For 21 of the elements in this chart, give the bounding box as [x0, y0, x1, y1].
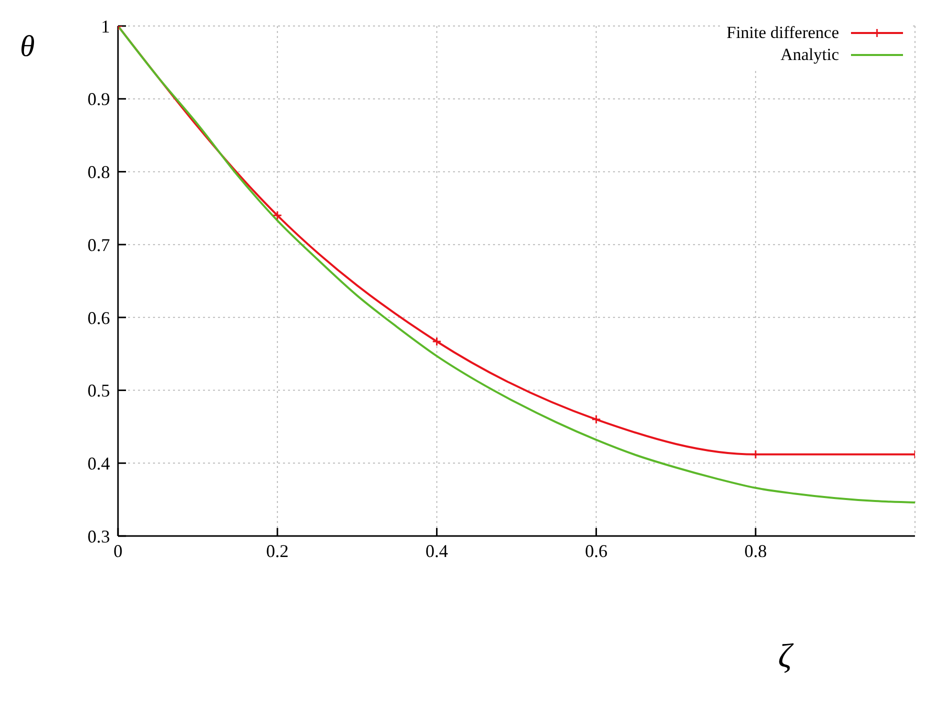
point — [272, 210, 282, 220]
y-tick-label: 0.9 — [88, 89, 110, 110]
x-tick-label: 0.6 — [584, 540, 608, 561]
y-axis-title: θ — [20, 30, 35, 64]
y-tick-label: 0.4 — [88, 454, 110, 474]
y-tick-label: 0.8 — [88, 162, 110, 182]
y-tick-label: 1 — [101, 16, 110, 36]
point — [750, 450, 760, 460]
point — [591, 414, 601, 424]
y-tick-label: 0.6 — [88, 308, 110, 328]
y-tick-label: 0.3 — [88, 526, 110, 546]
legend-label: Finite difference — [726, 23, 839, 43]
x-tick-label: 0.4 — [426, 540, 448, 561]
x-tick-label: 0.2 — [266, 540, 289, 561]
x-tick-label: 0 — [114, 540, 122, 561]
y-tick-label: 0.7 — [88, 234, 110, 255]
x-tick-label: 0.8 — [744, 540, 767, 561]
y-tick-label: 0.5 — [88, 380, 110, 401]
point — [432, 336, 442, 346]
legend-label: Analytic — [780, 45, 839, 65]
x-axis-title: ζ — [778, 638, 792, 676]
